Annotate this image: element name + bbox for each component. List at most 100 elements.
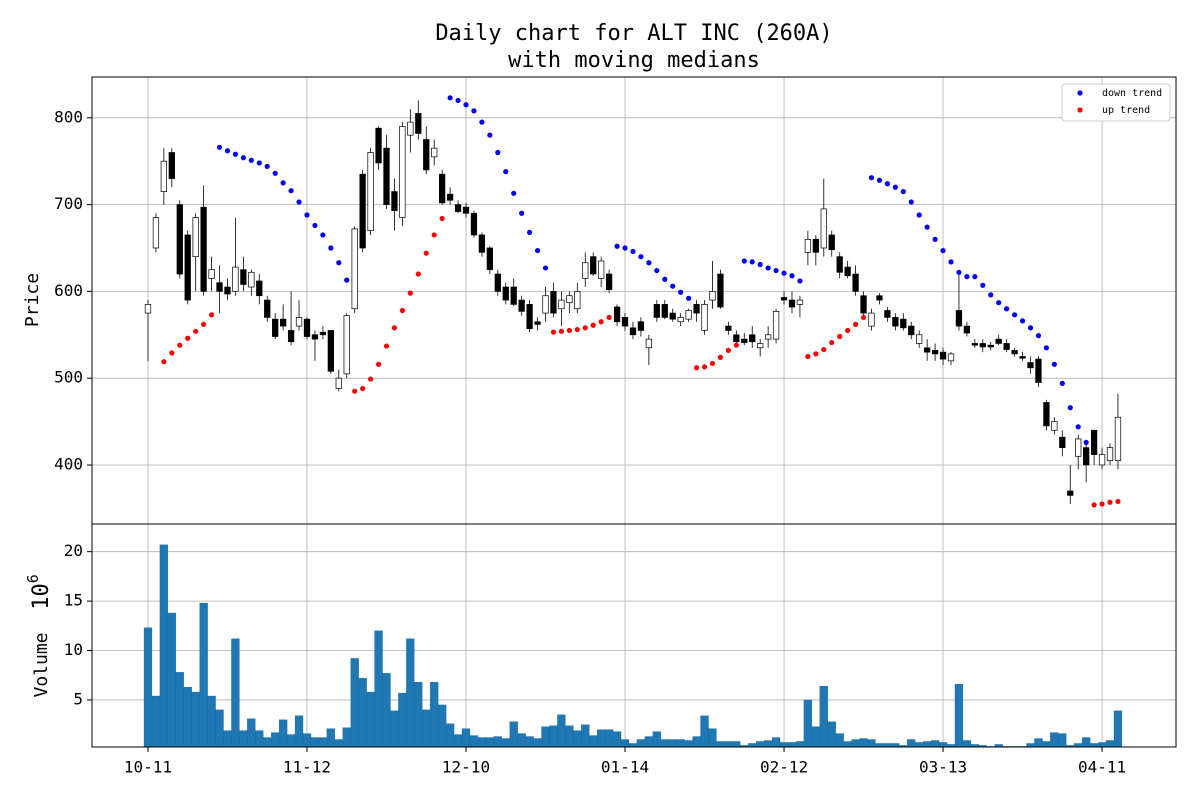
volume-bar xyxy=(541,726,550,748)
trend-dot xyxy=(177,342,183,348)
trend-dot xyxy=(336,260,342,266)
trend-dot xyxy=(686,295,692,301)
trend-dot xyxy=(852,321,859,327)
candle-body xyxy=(407,121,414,136)
volume-bar xyxy=(461,728,471,748)
volume-bar xyxy=(1050,732,1059,748)
trend-dot xyxy=(216,144,223,150)
candle-body xyxy=(757,343,764,349)
trend-dot xyxy=(1091,502,1097,508)
trend-dot xyxy=(892,184,898,190)
trend-dot xyxy=(781,270,787,276)
trend-dot xyxy=(471,108,477,114)
trend-dot xyxy=(312,222,318,229)
volume-bar xyxy=(803,699,813,748)
volume-bar xyxy=(565,725,574,748)
volume-bar xyxy=(215,709,224,748)
volume-bar xyxy=(414,682,423,748)
candle-body xyxy=(995,338,1002,344)
volume-bar xyxy=(549,725,558,748)
chart-title: Daily chart for ALT INC (260A) xyxy=(435,21,832,46)
candle-body xyxy=(1114,416,1122,461)
trend-dot xyxy=(193,328,199,334)
candle-body xyxy=(820,208,827,249)
candle-body xyxy=(375,127,382,164)
volume-bar xyxy=(255,730,264,748)
trend-dot xyxy=(272,170,278,176)
trend-dot xyxy=(527,229,533,235)
trend-dot xyxy=(375,361,382,367)
trend-dot xyxy=(208,312,215,318)
candle-body xyxy=(510,286,517,305)
trend-dot xyxy=(1043,345,1050,351)
x-tick-label: 03-13 xyxy=(919,758,967,777)
y-tick-label: 700 xyxy=(54,194,83,213)
volume-bar xyxy=(604,729,614,748)
candle-body xyxy=(391,191,398,212)
candle-body xyxy=(335,377,342,389)
volume-bar xyxy=(493,736,502,748)
candle-body xyxy=(693,304,700,314)
volume-bar xyxy=(1058,733,1067,748)
candle-body xyxy=(661,304,668,318)
candle-body xyxy=(1059,436,1066,448)
trend-dot xyxy=(789,273,795,279)
candle-body xyxy=(1011,350,1018,355)
trend-dot xyxy=(797,278,803,284)
volume-bar xyxy=(382,673,391,748)
candle-body xyxy=(486,247,493,271)
candle-body xyxy=(1051,421,1058,431)
candle-body xyxy=(725,325,732,331)
volume-offset: 106 xyxy=(24,574,55,610)
volume-bar xyxy=(891,743,900,748)
candle-body xyxy=(621,317,629,327)
candle-body xyxy=(478,234,486,253)
trend-dot xyxy=(900,188,906,195)
candle-body xyxy=(645,338,653,349)
trend-dot xyxy=(503,169,509,175)
grid xyxy=(87,77,1176,752)
volume-bar xyxy=(302,733,312,748)
trend-dot xyxy=(956,269,962,275)
volume-bar xyxy=(1074,743,1083,748)
trend-dot xyxy=(463,102,469,108)
volume-bar xyxy=(795,741,805,748)
volume-bar xyxy=(716,741,725,748)
candle-body xyxy=(677,317,684,323)
volume-bar xyxy=(445,723,455,748)
candle-body xyxy=(192,217,199,258)
candle-body xyxy=(311,334,319,340)
trend-dot xyxy=(638,254,644,260)
candle-body xyxy=(780,297,788,301)
candle-body xyxy=(319,331,327,336)
trend-dot xyxy=(709,360,716,367)
volume-bar xyxy=(835,733,844,748)
candle-body xyxy=(963,325,971,334)
candle-body xyxy=(629,327,637,336)
offset-exponent: 6 xyxy=(24,574,42,583)
candle-body xyxy=(232,266,239,292)
x-tick-label: 10-11 xyxy=(124,758,172,777)
candle-body xyxy=(979,343,986,348)
candle-body xyxy=(144,304,152,314)
y-tick-label: 800 xyxy=(54,107,83,126)
candle-body xyxy=(796,299,804,305)
candle-body xyxy=(1098,454,1106,466)
candle-body xyxy=(1067,490,1074,496)
trend-dot xyxy=(614,243,620,249)
trend-dot xyxy=(574,326,580,333)
candle-body xyxy=(1090,429,1098,455)
candle-body xyxy=(884,310,891,318)
volume-bar xyxy=(628,743,638,748)
trend-dot xyxy=(1083,439,1089,446)
candle-body xyxy=(733,334,740,343)
trend-dot xyxy=(773,267,779,274)
trend-dot xyxy=(829,339,835,346)
volume-bar xyxy=(668,739,677,748)
volume-bar xyxy=(247,718,256,748)
candle-body xyxy=(1019,356,1026,359)
y-tick-label: 400 xyxy=(54,454,83,473)
trend-dot xyxy=(1019,318,1026,324)
candle-body xyxy=(200,206,207,292)
candle-body xyxy=(1106,447,1114,461)
